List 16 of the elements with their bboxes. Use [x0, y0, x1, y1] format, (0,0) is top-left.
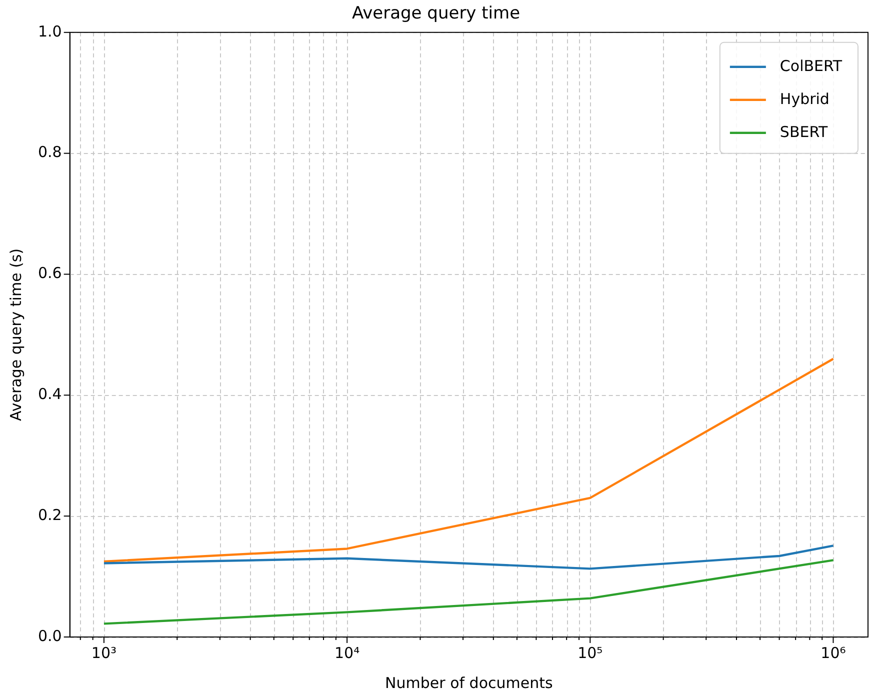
y-tick-label: 0.6: [38, 264, 62, 282]
legend-label: Hybrid: [780, 90, 830, 108]
x-tick-label: 10⁴: [334, 644, 360, 662]
legend-label: SBERT: [780, 122, 829, 141]
x-tick-label: 10⁶: [820, 644, 846, 662]
x-tick-label: 10³: [91, 644, 117, 662]
y-axis-title: Average query time (s): [6, 248, 25, 422]
x-tick-label: 10⁵: [578, 644, 603, 662]
y-tick-label: 0.4: [38, 385, 62, 404]
legend-label: ColBERT: [780, 56, 843, 75]
y-tick-label: 1.0: [38, 22, 62, 40]
y-tick-label: 0.2: [38, 506, 62, 524]
y-tick-label: 0.8: [38, 143, 62, 162]
x-axis-title: Number of documents: [385, 674, 553, 692]
y-tick-label: 0.0: [38, 626, 62, 645]
chart-title: Average query time: [352, 4, 520, 24]
